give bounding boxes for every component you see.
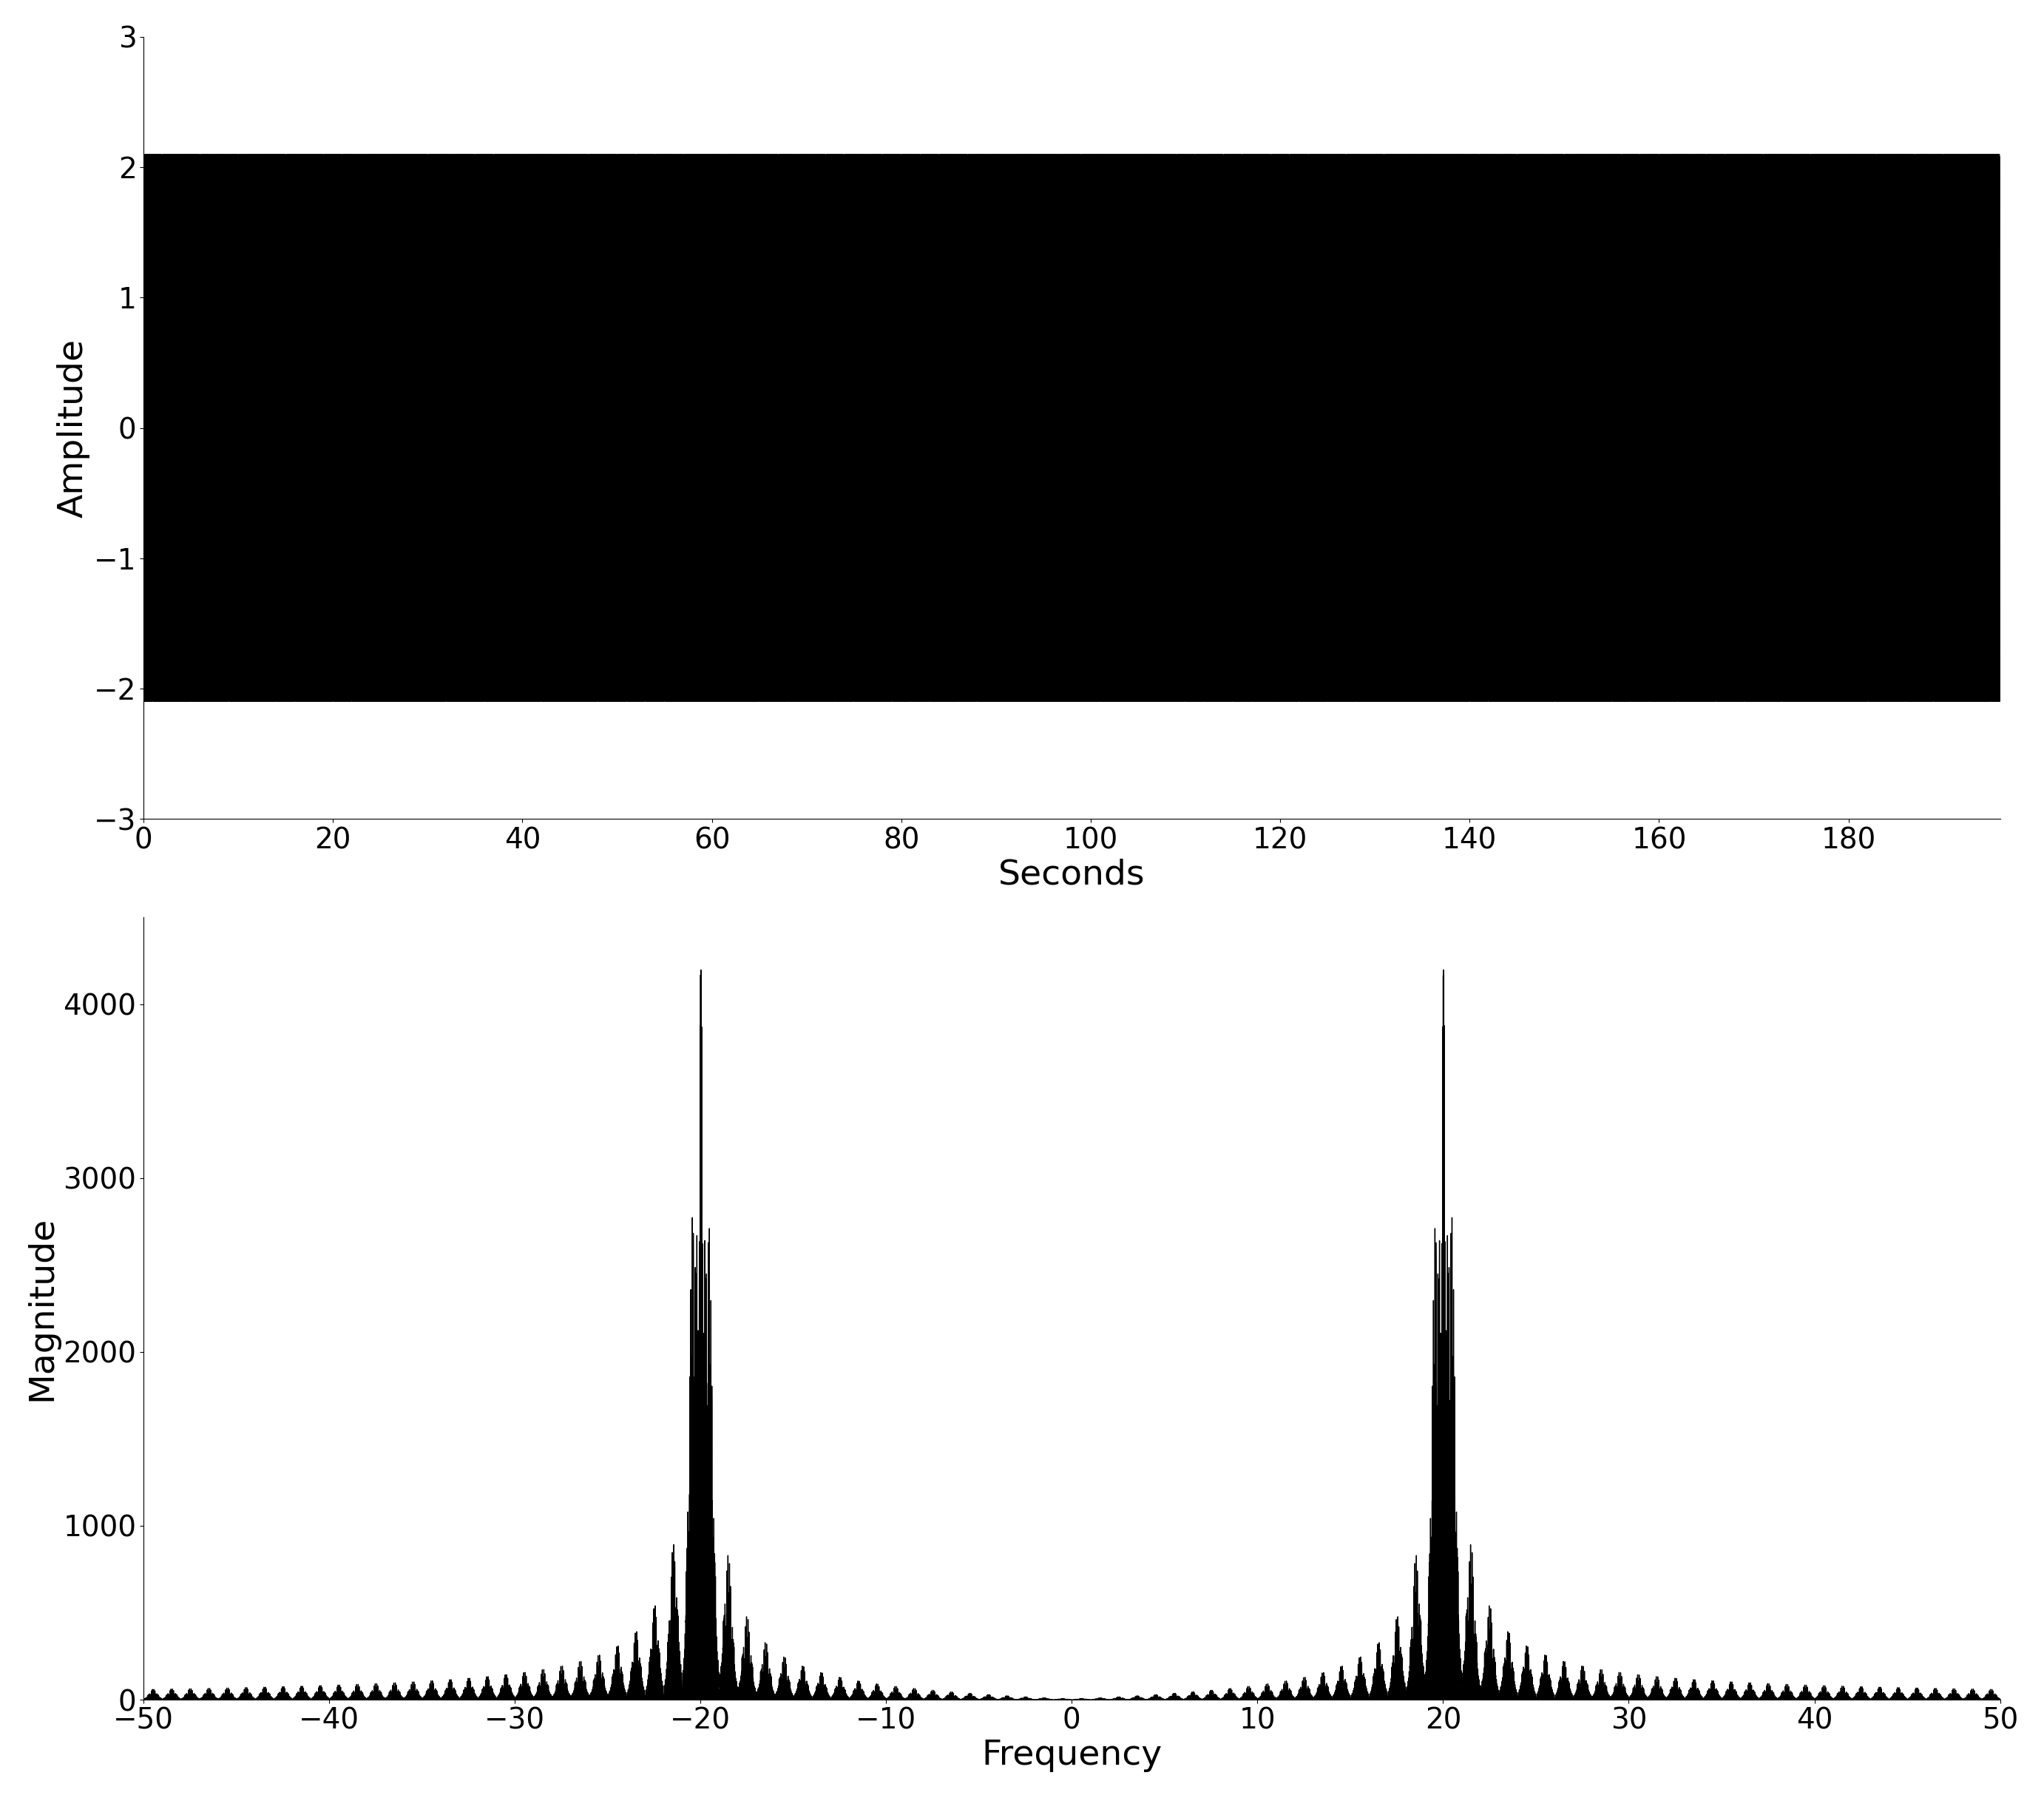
Y-axis label: Magnitude: Magnitude — [27, 1215, 59, 1401]
X-axis label: Frequency: Frequency — [981, 1739, 1163, 1773]
X-axis label: Seconds: Seconds — [997, 858, 1145, 892]
Y-axis label: Amplitude: Amplitude — [57, 338, 90, 518]
